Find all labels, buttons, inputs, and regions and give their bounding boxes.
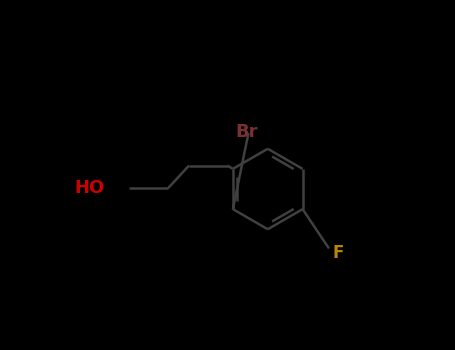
Text: HO: HO xyxy=(74,179,104,197)
Text: Br: Br xyxy=(236,123,258,141)
Text: F: F xyxy=(333,244,344,262)
